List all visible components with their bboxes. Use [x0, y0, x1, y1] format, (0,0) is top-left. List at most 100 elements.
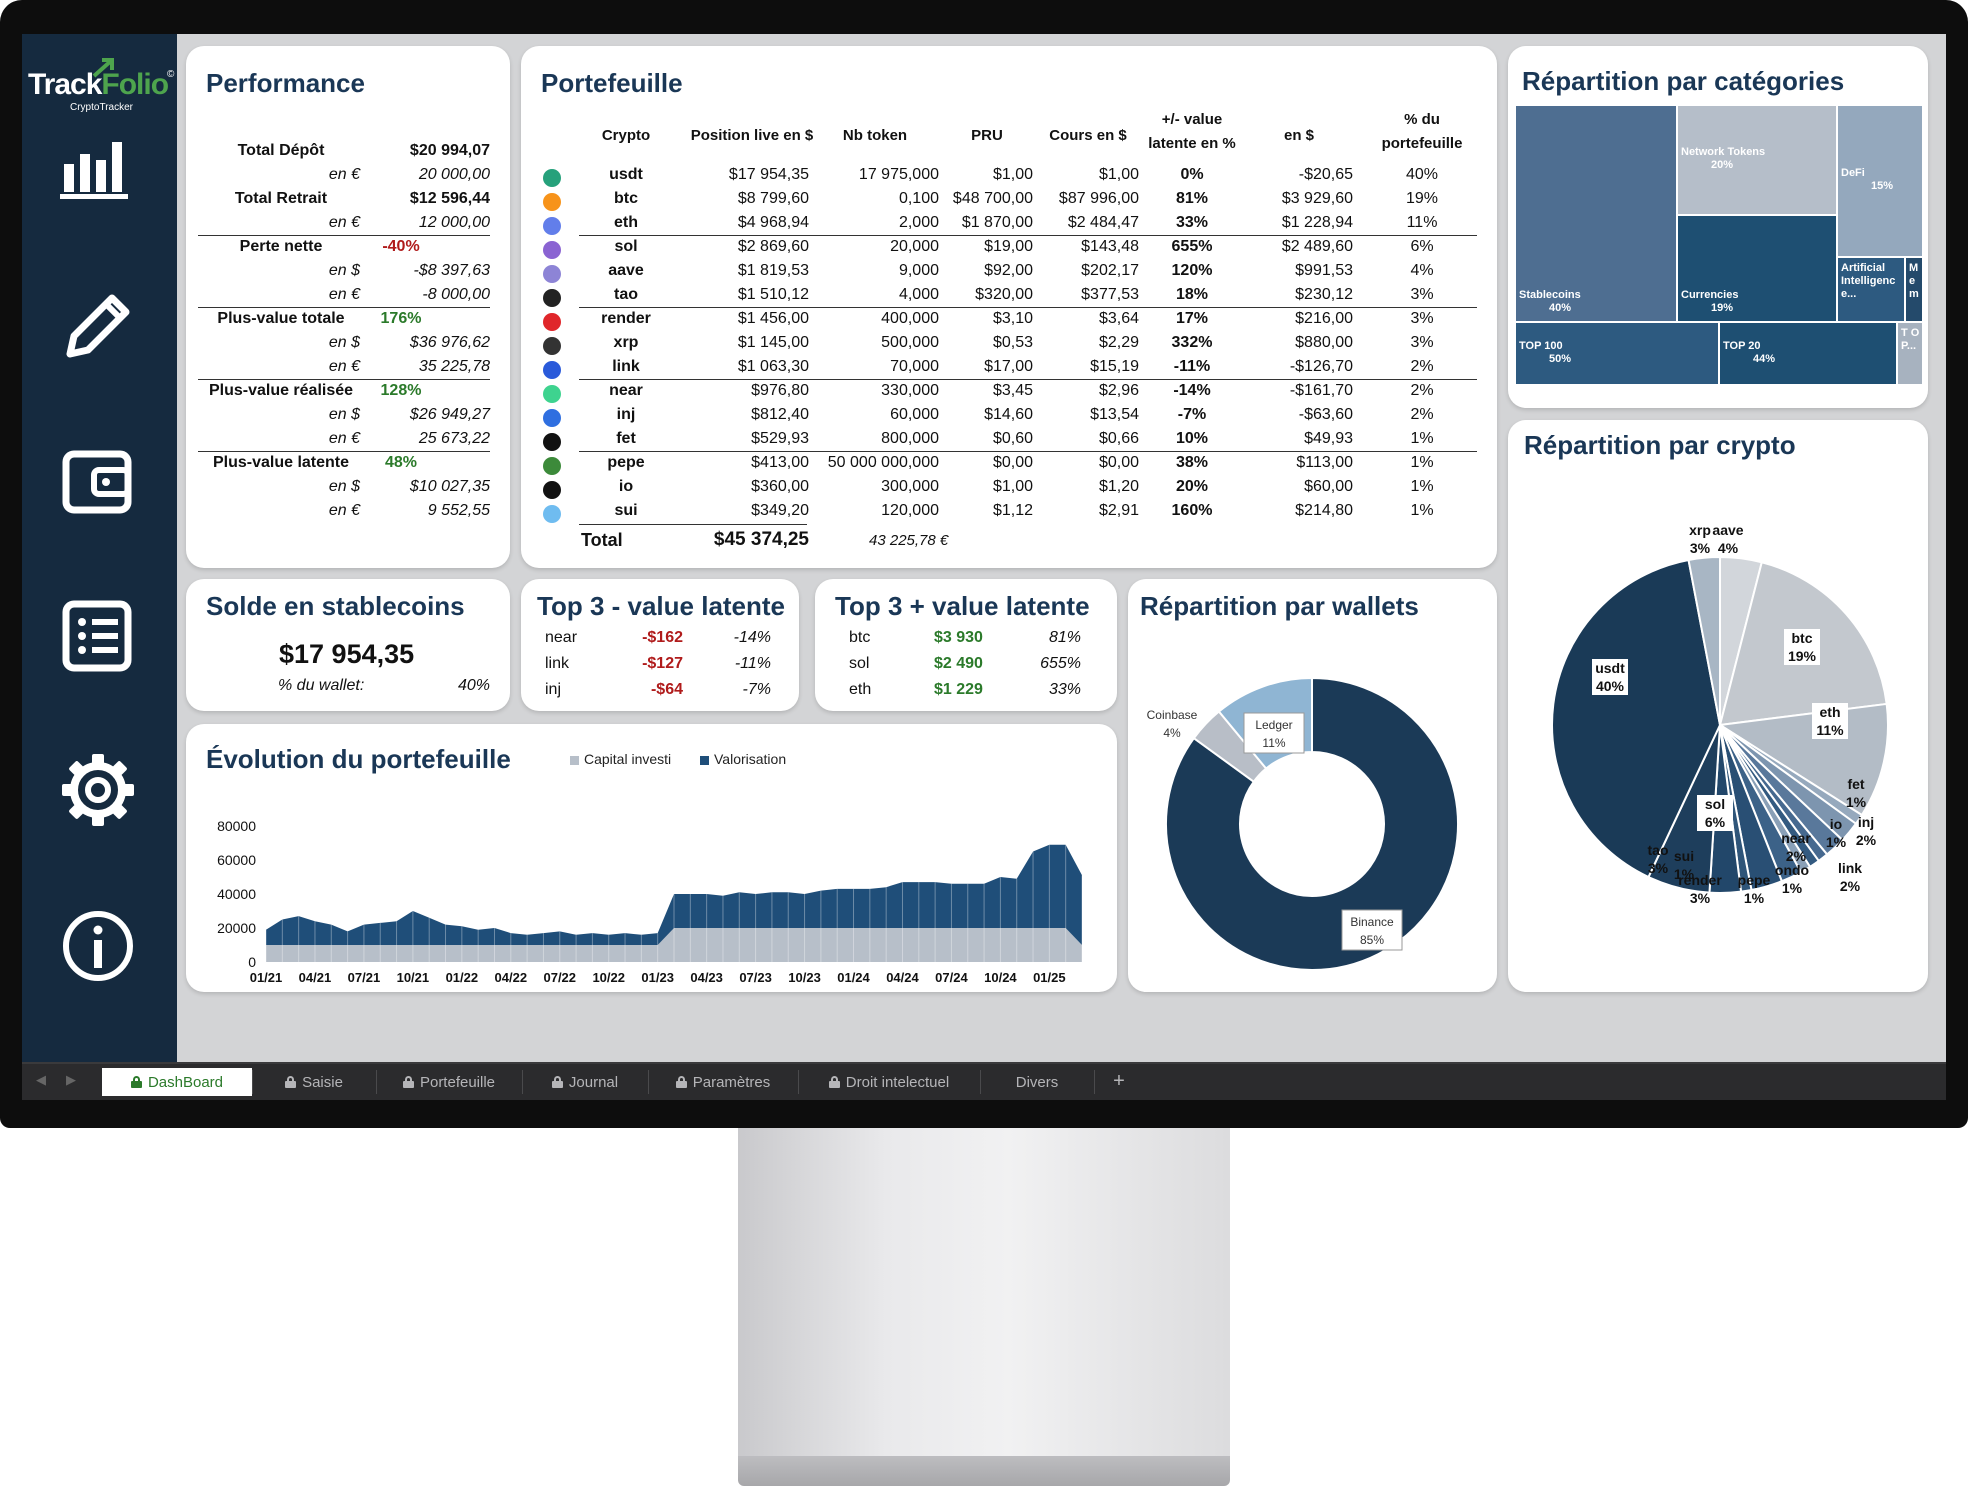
tab-label: Portefeuille — [419, 1074, 496, 1091]
treemap-cell-0[interactable]: Stablecoins 40% — [1516, 106, 1676, 321]
treemap-cell-label: Currencies 19% — [1681, 289, 1835, 315]
perf-row-label: en $ — [328, 262, 360, 279]
wallet-label-name: Ledger — [1255, 718, 1292, 732]
wallet-label-box — [1243, 712, 1305, 754]
tab-scroll-right-icon[interactable]: ▶ — [66, 1072, 76, 1087]
evolution-title: Évolution du portefeuille — [206, 744, 511, 774]
portfolio-cell-usd: $113,00 — [1296, 454, 1353, 471]
portfolio-cell-crypto: link — [612, 358, 640, 375]
crypto-label-name: pepe — [1738, 872, 1771, 888]
treemap-cell-2[interactable]: DeFi 15% — [1838, 106, 1922, 256]
bar-chart-icon[interactable] — [60, 130, 138, 208]
crypto-label-name: fet — [1847, 776, 1864, 792]
perf-row-label: en € — [328, 502, 360, 519]
x-tick-label: 07/23 — [739, 970, 772, 985]
portfolio-cell-crypto: xrp — [613, 334, 639, 351]
tab-label: Paramètres — [692, 1074, 771, 1091]
tab-separator — [376, 1070, 377, 1094]
portfolio-cell-crypto: aave — [608, 262, 644, 279]
treemap-cell-4[interactable]: Artificial Intelligenc e... — [1838, 258, 1904, 321]
portfolio-cell-usd: $2 489,60 — [1281, 238, 1353, 255]
crypto-label-name: io — [1830, 816, 1842, 832]
portfolio-divider — [579, 235, 1477, 236]
y-tick-label: 80000 — [217, 818, 256, 834]
portfolio-cell-nb: 0,100 — [898, 190, 939, 207]
treemap-cell-5[interactable]: M e m — [1906, 258, 1922, 321]
treemap-cell-8[interactable]: T O P... — [1898, 323, 1922, 384]
tab-scroll-left-icon[interactable]: ◀ — [36, 1072, 46, 1087]
portfolio-cell-usd: $60,00 — [1304, 478, 1353, 495]
crypto-label-pct: 1% — [1674, 866, 1695, 882]
top-positive-pct: 81% — [1048, 629, 1081, 646]
perf-row-value: 12 000,00 — [418, 214, 490, 231]
tab-separator — [798, 1070, 799, 1094]
portfolio-cell-pru: $320,00 — [975, 286, 1033, 303]
wallet-icon[interactable] — [60, 442, 138, 520]
evolution-legend: Capital investi Valorisation — [570, 751, 786, 767]
tab-divers[interactable]: Divers — [980, 1068, 1094, 1096]
tab-saisie[interactable]: Saisie — [252, 1068, 376, 1096]
render-icon — [543, 313, 561, 331]
crypto-label-pct: 3% — [1648, 860, 1669, 876]
crypto-label-name: link — [1838, 860, 1862, 876]
treemap-cell-7[interactable]: TOP 20 44% — [1720, 323, 1896, 384]
top-negative-name: near — [545, 629, 578, 646]
crypto-label-pct: 3% — [1690, 540, 1711, 556]
portfolio-cell-cours: $15,19 — [1090, 358, 1139, 375]
tab-journal[interactable]: Journal — [522, 1068, 648, 1096]
tab-dashboard[interactable]: DashBoard — [102, 1068, 252, 1096]
stablecoin-card: Solde en stablecoins $17 954,35 % du wal… — [186, 579, 510, 711]
perf-row-label: en € — [328, 430, 360, 447]
perf-row-value: -$8 397,63 — [413, 262, 490, 279]
list-icon[interactable] — [60, 598, 138, 676]
portfolio-header-1: Position live en $ — [690, 127, 814, 144]
tab-label: Saisie — [302, 1074, 343, 1091]
portfolio-cell-cours: $202,17 — [1081, 262, 1139, 279]
portfolio-cell-pct: 18% — [1175, 286, 1209, 303]
tab-paramètres[interactable]: Paramètres — [648, 1068, 798, 1096]
treemap-cell-3[interactable]: Currencies 19% — [1678, 216, 1836, 321]
info-icon[interactable] — [60, 908, 138, 986]
portfolio-cell-pru: $48 700,00 — [952, 190, 1033, 207]
crypto-label-pct: 4% — [1718, 540, 1739, 556]
treemap-cell-1[interactable]: Network Tokens 20% — [1678, 106, 1836, 214]
crypto-pie-chart: aave4%btc19%eth11%fet1%inj2%link2%ondo1%… — [1551, 522, 1889, 906]
lock-icon — [285, 1076, 297, 1088]
perf-row-value: $26 949,27 — [409, 406, 490, 423]
tab-droit-intelectuel[interactable]: Droit intelectuel — [798, 1068, 980, 1096]
top-negative-usd: -$127 — [642, 655, 683, 672]
tab-separator — [648, 1070, 649, 1094]
portfolio-divider — [579, 379, 1477, 380]
wallets-title: Répartition par wallets — [1140, 591, 1419, 621]
x-tick-label: 01/22 — [446, 970, 479, 985]
portfolio-cell-position: $812,40 — [751, 406, 809, 423]
y-tick-label: 60000 — [217, 852, 256, 868]
lock-icon — [402, 1076, 414, 1088]
top-negative-usd: -$64 — [650, 681, 683, 698]
portfolio-cell-cours: $377,53 — [1081, 286, 1139, 303]
portfolio-cell-pct: -7% — [1177, 406, 1207, 423]
portfolio-cell-position: $529,93 — [751, 430, 809, 447]
wallet-label-pct: 85% — [1360, 933, 1384, 947]
add-sheet-button[interactable]: + — [1113, 1070, 1125, 1092]
portfolio-cell-share: 3% — [1410, 334, 1434, 351]
crypto-pie-title: Répartition par crypto — [1524, 430, 1796, 460]
perf-row-value: $36 976,62 — [409, 334, 490, 351]
treemap-cell-6[interactable]: TOP 100 50% — [1516, 323, 1718, 384]
sui-icon — [543, 505, 561, 523]
tab-portefeuille[interactable]: Portefeuille — [376, 1068, 522, 1096]
perf-divider — [198, 379, 490, 380]
pencil-icon[interactable] — [60, 286, 138, 364]
portfolio-cell-usd: $1 228,94 — [1281, 214, 1353, 231]
screen: TrackFolio © CryptoTracker — [22, 34, 1946, 1100]
portfolio-cell-pct: 17% — [1175, 310, 1209, 327]
treemap-cell-label: DeFi 15% — [1841, 167, 1921, 193]
crypto-pie-card: Répartition par crypto aave 4% btc 19% eth 11… — [1508, 420, 1928, 992]
gear-icon[interactable] — [60, 752, 138, 830]
lock-icon — [130, 1076, 142, 1088]
portfolio-cell-pru: $1 870,00 — [961, 214, 1033, 231]
app-logo: TrackFolio © CryptoTracker — [26, 52, 176, 113]
portfolio-cell-nb: 500,000 — [881, 334, 939, 351]
portfolio-cell-pru: $14,60 — [984, 406, 1033, 423]
portfolio-cell-position: $1 063,30 — [737, 358, 809, 375]
